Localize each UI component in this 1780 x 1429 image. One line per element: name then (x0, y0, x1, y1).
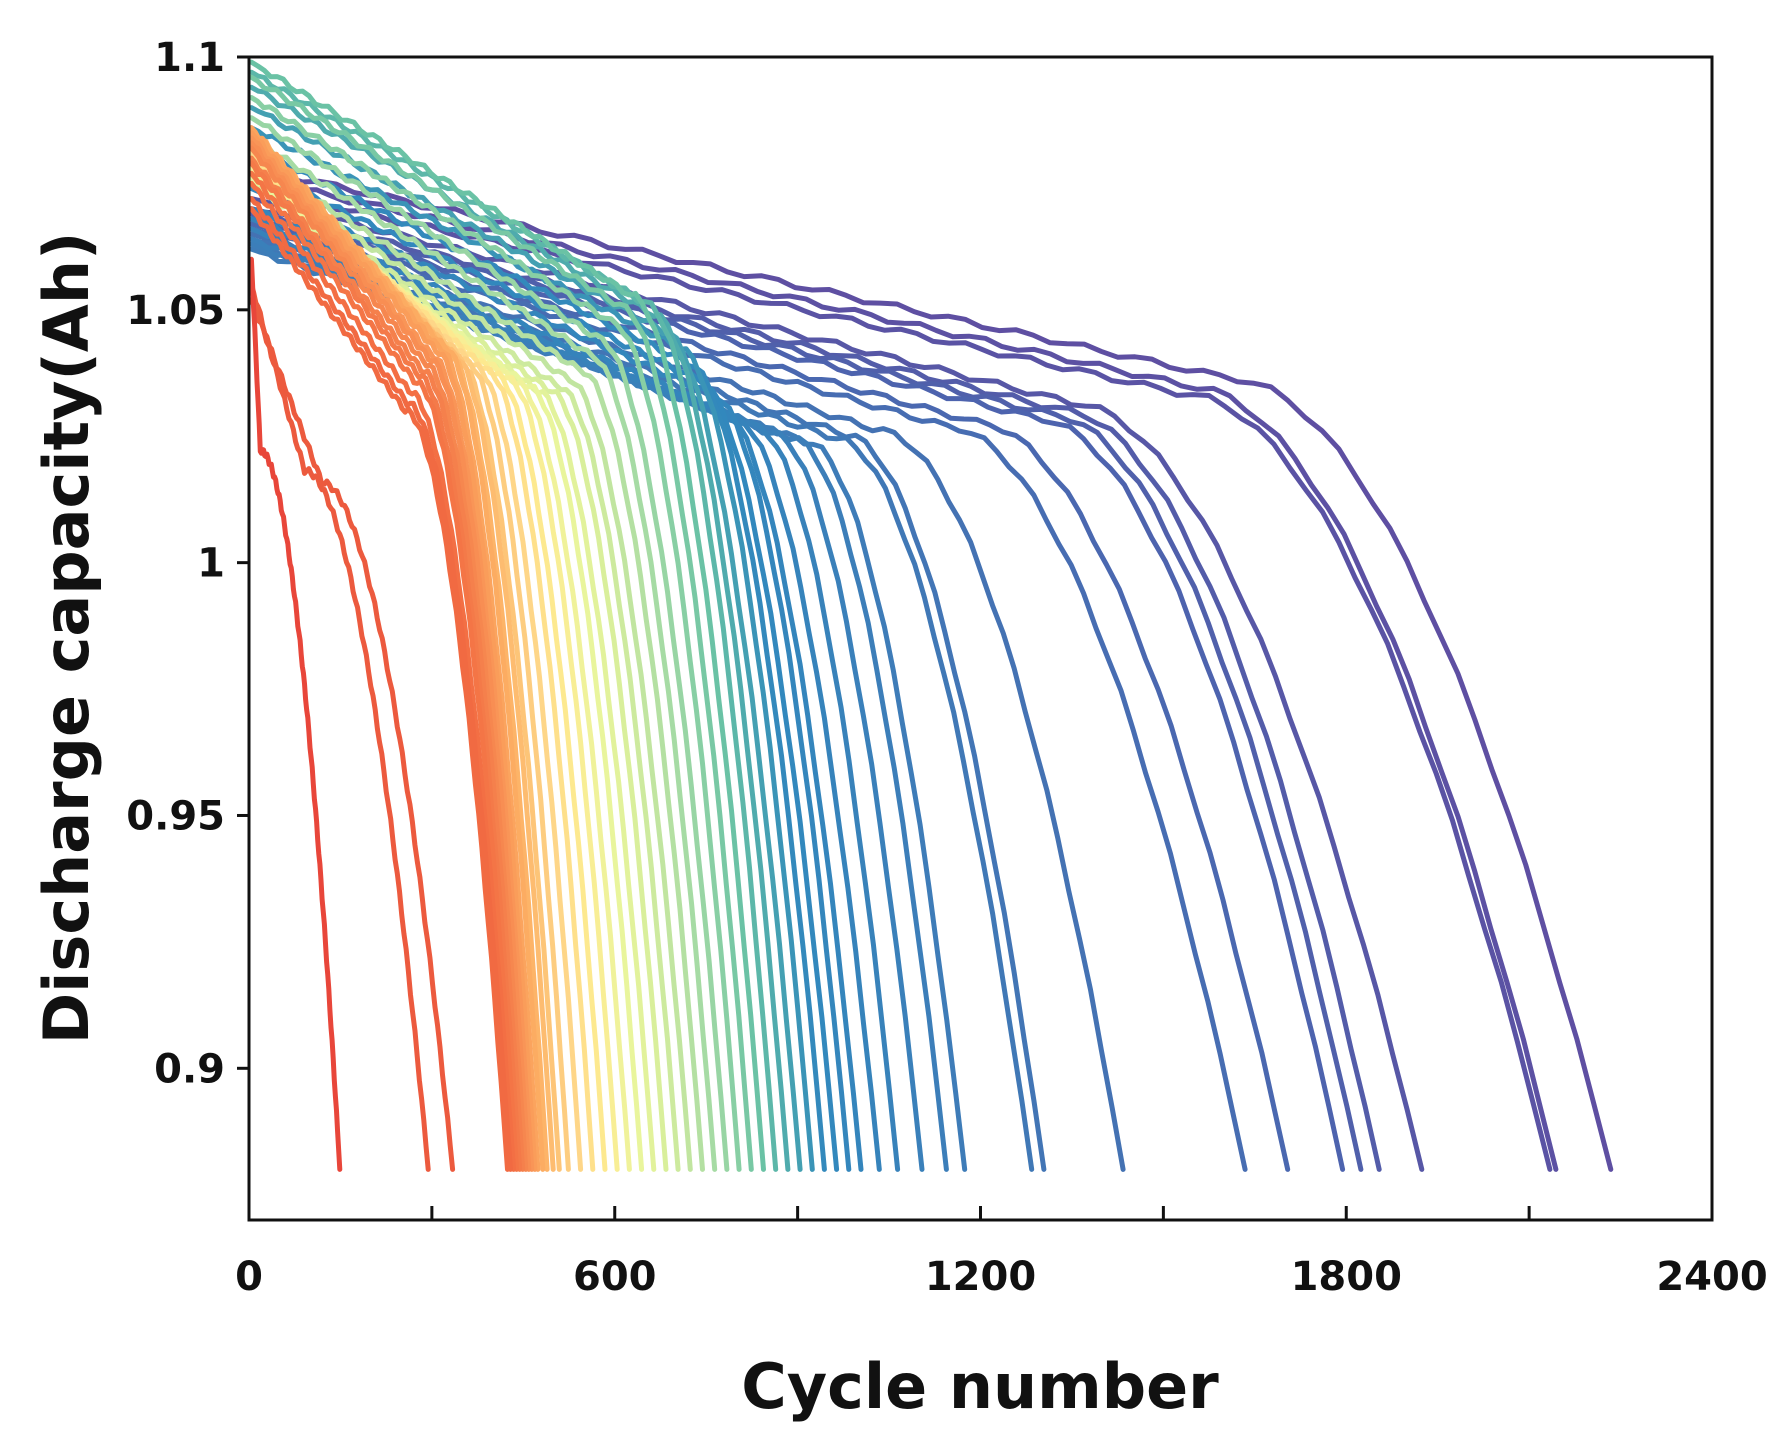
series-layer (248, 59, 1614, 1172)
x-tick-label: 1800 (1291, 1254, 1402, 1300)
series-line-cell-32 (248, 115, 730, 1172)
series-line-cell-14 (248, 125, 541, 1172)
x-axis-title: Cycle number (741, 1350, 1219, 1423)
series-line-cell-12 (248, 135, 535, 1172)
series-line-cell-01 (248, 256, 343, 1172)
series-line-cell-05 (248, 196, 513, 1172)
series-line-cell-09 (248, 155, 526, 1172)
series-line-cell-02 (248, 282, 431, 1172)
x-tick-label: 0 (235, 1254, 263, 1300)
series-line-cell-34 (248, 74, 754, 1172)
x-tick-label: 2400 (1656, 1254, 1767, 1300)
series-line-cell-08 (248, 160, 523, 1172)
y-axis-title: Discharge capacity(Ah) (30, 232, 103, 1045)
series-line-cell-11 (248, 140, 532, 1172)
series-line-cell-13 (248, 130, 538, 1172)
series-line-cell-37 (248, 84, 791, 1172)
y-tick-label: 1.1 (154, 35, 225, 81)
series-line-cell-59 (248, 175, 1559, 1172)
series-line-cell-35 (248, 59, 766, 1172)
series-line-cell-36 (248, 69, 779, 1172)
series-line-cell-31 (248, 135, 718, 1172)
series-line-cell-04 (248, 206, 510, 1172)
y-tick-label: 1.05 (126, 288, 225, 334)
series-line-cell-42 (248, 186, 852, 1172)
y-tick-label: 0.95 (126, 793, 225, 839)
x-tick-label: 600 (573, 1254, 657, 1300)
series-line-cell-53 (248, 221, 1291, 1172)
y-tick-label: 1 (197, 541, 225, 587)
series-line-cell-06 (248, 180, 517, 1172)
ticks: 0 600 1200 1800 2400 0.9 0.95 1 1.05 1.1 (126, 35, 1767, 1300)
series-line-cell-58 (248, 186, 1553, 1172)
series-line-cell-33 (248, 95, 742, 1172)
series-line-cell-07 (248, 170, 520, 1172)
series-line-cell-03 (248, 297, 456, 1172)
x-tick-label: 1200 (925, 1254, 1036, 1300)
series-line-cell-10 (248, 145, 529, 1172)
series-line-cell-41 (248, 165, 840, 1172)
y-tick-label: 0.9 (154, 1046, 225, 1092)
series-line-cell-30 (248, 155, 705, 1172)
